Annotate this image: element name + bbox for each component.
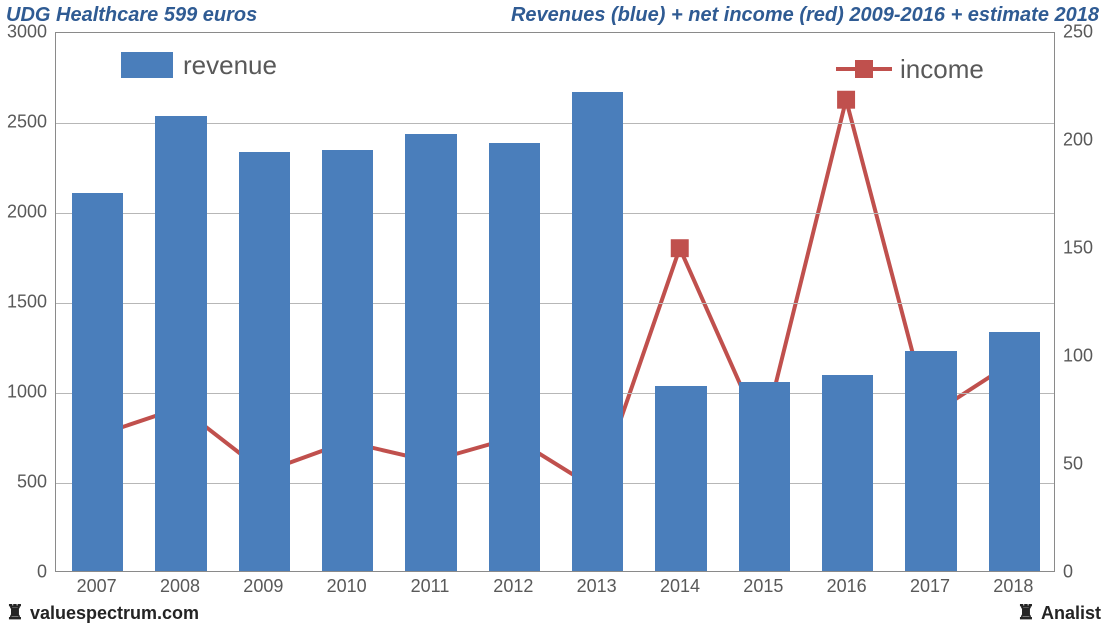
revenue-bar — [155, 116, 207, 571]
legend-income-glyph — [836, 58, 892, 80]
rook-icon: ♜ — [6, 603, 24, 623]
footer-right-label: Analist — [1041, 603, 1101, 624]
revenue-bar — [72, 193, 124, 571]
revenue-bar — [905, 351, 957, 571]
x-tick-label: 2014 — [660, 576, 700, 597]
income-marker — [837, 91, 855, 109]
y-right-tick-label: 0 — [1063, 562, 1073, 583]
revenue-bar — [489, 143, 541, 571]
x-tick-label: 2016 — [827, 576, 867, 597]
y-left-tick-label: 0 — [37, 562, 47, 583]
title-row: UDG Healthcare 599 euros Revenues (blue)… — [0, 0, 1111, 28]
x-tick-label: 2010 — [327, 576, 367, 597]
x-tick-label: 2011 — [411, 576, 450, 597]
footer-left-label: valuespectrum.com — [30, 603, 199, 624]
x-tick-label: 2017 — [910, 576, 950, 597]
revenue-bar — [322, 150, 374, 571]
y-left-tick-label: 1000 — [7, 382, 47, 403]
legend-income: income — [836, 54, 984, 85]
income-line — [98, 100, 1013, 490]
revenue-bar — [989, 332, 1041, 571]
rook-icon: ♜ — [1017, 603, 1035, 623]
title-right: Revenues (blue) + net income (red) 2009-… — [511, 4, 1099, 27]
footer-row: ♜ valuespectrum.com ♜ Analist — [0, 601, 1111, 627]
revenue-bar — [739, 382, 791, 571]
x-tick-label: 2009 — [243, 576, 283, 597]
x-tick-label: 2008 — [160, 576, 200, 597]
revenue-bar — [239, 152, 291, 571]
y-left-tick-label: 1500 — [7, 292, 47, 313]
revenue-bar — [655, 386, 707, 571]
y-left-tick-label: 2000 — [7, 202, 47, 223]
y-right-tick-label: 100 — [1063, 346, 1093, 367]
y-left-tick-label: 3000 — [7, 22, 47, 43]
y-left-tick-label: 2500 — [7, 112, 47, 133]
x-tick-label: 2013 — [577, 576, 617, 597]
legend-revenue-swatch — [121, 52, 173, 78]
chart-frame: UDG Healthcare 599 euros Revenues (blue)… — [0, 0, 1111, 627]
revenue-bar — [572, 92, 624, 571]
revenue-bar — [822, 375, 874, 571]
y-left-tick-label: 500 — [17, 472, 47, 493]
y-right-tick-label: 200 — [1063, 130, 1093, 151]
income-marker — [671, 239, 689, 257]
y-right-tick-label: 50 — [1063, 454, 1083, 475]
revenue-bar — [405, 134, 457, 571]
y-right-tick-label: 250 — [1063, 22, 1093, 43]
legend-income-label: income — [900, 54, 984, 85]
legend-revenue: revenue — [121, 50, 277, 81]
x-tick-label: 2015 — [743, 576, 783, 597]
plot-area: revenue income — [55, 32, 1055, 572]
footer-left: ♜ valuespectrum.com — [6, 603, 199, 624]
x-tick-label: 2018 — [993, 576, 1033, 597]
x-tick-label: 2007 — [77, 576, 117, 597]
y-right-tick-label: 150 — [1063, 238, 1093, 259]
x-tick-label: 2012 — [493, 576, 533, 597]
legend-revenue-label: revenue — [183, 50, 277, 81]
footer-right: ♜ Analist — [1017, 603, 1101, 624]
